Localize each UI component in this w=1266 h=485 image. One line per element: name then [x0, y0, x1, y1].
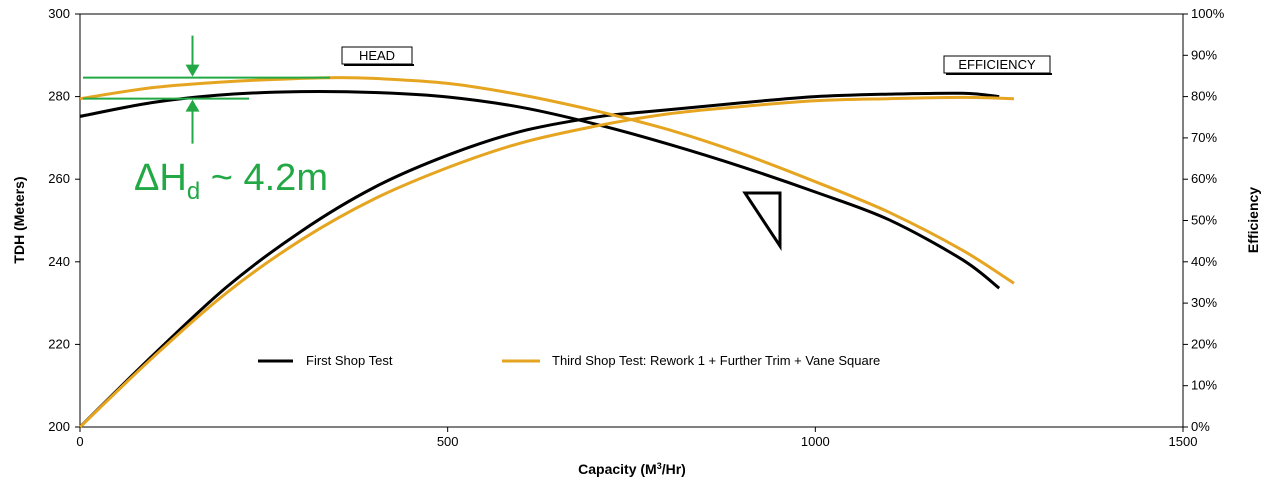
x-axis-title-sup: 3 [657, 461, 662, 471]
y-right-tick-label: 30% [1191, 295, 1217, 310]
series-layer [78, 76, 1015, 429]
delta-head-subscript: d [187, 178, 200, 205]
head-label: HEAD [359, 48, 395, 63]
y-right-tick-label: 70% [1191, 130, 1217, 145]
x-axis-title: Capacity (M3/Hr) [578, 461, 686, 477]
delta-head-annotation [83, 35, 331, 144]
y-left-tick-label: 260 [48, 171, 70, 186]
x-axis-title-main: Capacity (M [578, 461, 657, 477]
y-left-tick-label: 280 [48, 89, 70, 104]
left-axis-ticks: 200 220 240 260 280 300 [48, 6, 80, 434]
y-right-tick-label: 50% [1191, 213, 1217, 228]
efficiency-curve-series-1 [78, 91, 1000, 429]
delta-head-label: ΔHd ~ 4.2m [134, 157, 328, 205]
head-curve-series-1 [79, 89, 1001, 290]
y-right-tick-label: 60% [1191, 171, 1217, 186]
x-tick-label: 0 [76, 434, 83, 449]
delta-head-prefix: ΔH [134, 157, 187, 199]
y-left-tick-label: 220 [48, 336, 70, 351]
y-right-tick-label: 100% [1191, 6, 1225, 21]
legend-label-third: Third Shop Test: Rework 1 + Further Trim… [552, 353, 880, 368]
legend-label-first: First Shop Test [306, 353, 393, 368]
efficiency-curve-series-2 [78, 95, 1014, 429]
x-axis-ticks: 0 500 1000 1500 [76, 427, 1197, 449]
legend: First Shop Test Third Shop Test: Rework … [258, 353, 880, 368]
delta-arrow-down-icon [185, 64, 200, 77]
y-axis-left-title: TDH (Meters) [11, 176, 27, 263]
x-tick-label: 500 [437, 434, 459, 449]
y-left-tick-label: 240 [48, 254, 70, 269]
delta-arrow-up-icon [185, 99, 200, 112]
slope-triangle-marker [742, 191, 782, 251]
y-right-tick-label: 10% [1191, 378, 1217, 393]
y-right-tick-label: 90% [1191, 47, 1217, 62]
y-right-tick-label: 40% [1191, 254, 1217, 269]
y-left-tick-label: 300 [48, 6, 70, 21]
right-axis-ticks: 0% 10% 20% 30% 40% 50% 60% 70% 80% 90% 100% [1183, 6, 1225, 434]
x-tick-label: 1000 [801, 434, 830, 449]
x-tick-label: 1500 [1169, 434, 1198, 449]
efficiency-label: EFFICIENCY [958, 57, 1036, 72]
delta-head-value: ~ 4.2m [200, 157, 328, 199]
y-left-tick-label: 200 [48, 419, 70, 434]
y-right-tick-label: 0% [1191, 419, 1210, 434]
efficiency-label-box-shadow [946, 73, 1052, 75]
y-right-tick-label: 20% [1191, 336, 1217, 351]
x-axis-title-tail: /Hr) [662, 461, 686, 477]
head-label-box-shadow [344, 64, 414, 66]
head-curve-series-2 [79, 76, 1015, 285]
y-right-tick-label: 80% [1191, 89, 1217, 104]
y-axis-right-title: Efficiency [1245, 187, 1261, 253]
